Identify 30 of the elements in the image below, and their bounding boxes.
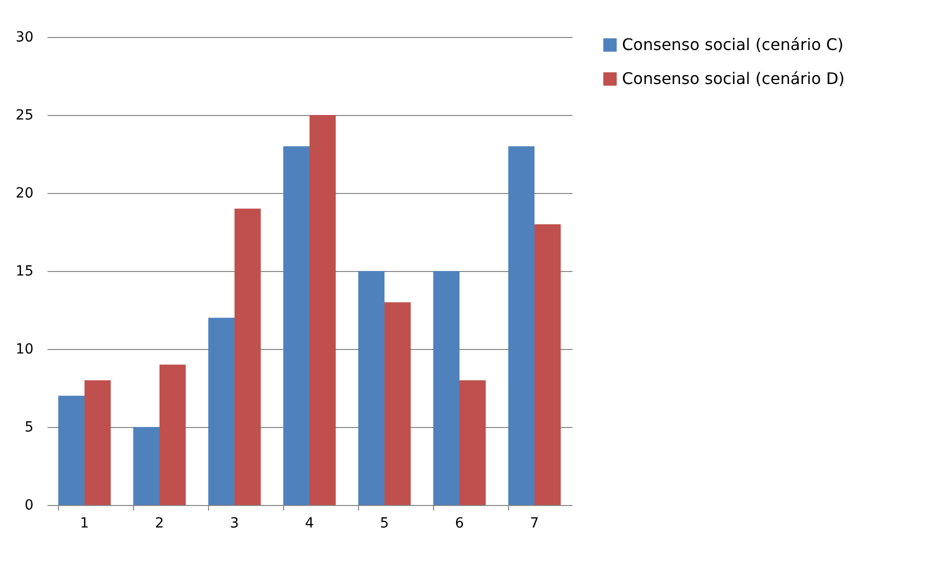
legend-label: Consenso social (cenário C) bbox=[622, 35, 844, 54]
x-tick-label: 2 bbox=[155, 516, 164, 532]
bar bbox=[460, 380, 486, 505]
bar bbox=[84, 380, 111, 505]
y-tick-label: 0 bbox=[24, 498, 34, 514]
x-tick-label: 1 bbox=[80, 516, 89, 532]
y-tick-label: 15 bbox=[16, 264, 34, 280]
x-tick-label: 4 bbox=[305, 516, 314, 532]
bar bbox=[358, 271, 384, 505]
y-tick-label: 30 bbox=[16, 30, 34, 46]
bar bbox=[310, 115, 336, 505]
bar bbox=[208, 318, 234, 505]
x-tick-label: 5 bbox=[380, 516, 389, 532]
bar bbox=[433, 271, 460, 505]
bar bbox=[508, 146, 534, 505]
y-tick-label: 25 bbox=[16, 108, 34, 124]
y-tick-label: 5 bbox=[24, 420, 34, 436]
bar bbox=[160, 364, 186, 505]
x-tick-label: 6 bbox=[455, 516, 464, 532]
y-tick-label: 10 bbox=[16, 342, 34, 358]
y-tick-label: 20 bbox=[16, 186, 34, 202]
bar bbox=[58, 396, 84, 505]
bar bbox=[283, 146, 310, 505]
bar bbox=[133, 427, 160, 505]
x-tick-label: 7 bbox=[530, 516, 539, 532]
bar bbox=[534, 224, 561, 505]
legend-label: Consenso social (cenário D) bbox=[622, 69, 845, 88]
x-tick-label: 3 bbox=[230, 516, 239, 532]
bar bbox=[234, 208, 261, 505]
bar bbox=[384, 302, 411, 505]
